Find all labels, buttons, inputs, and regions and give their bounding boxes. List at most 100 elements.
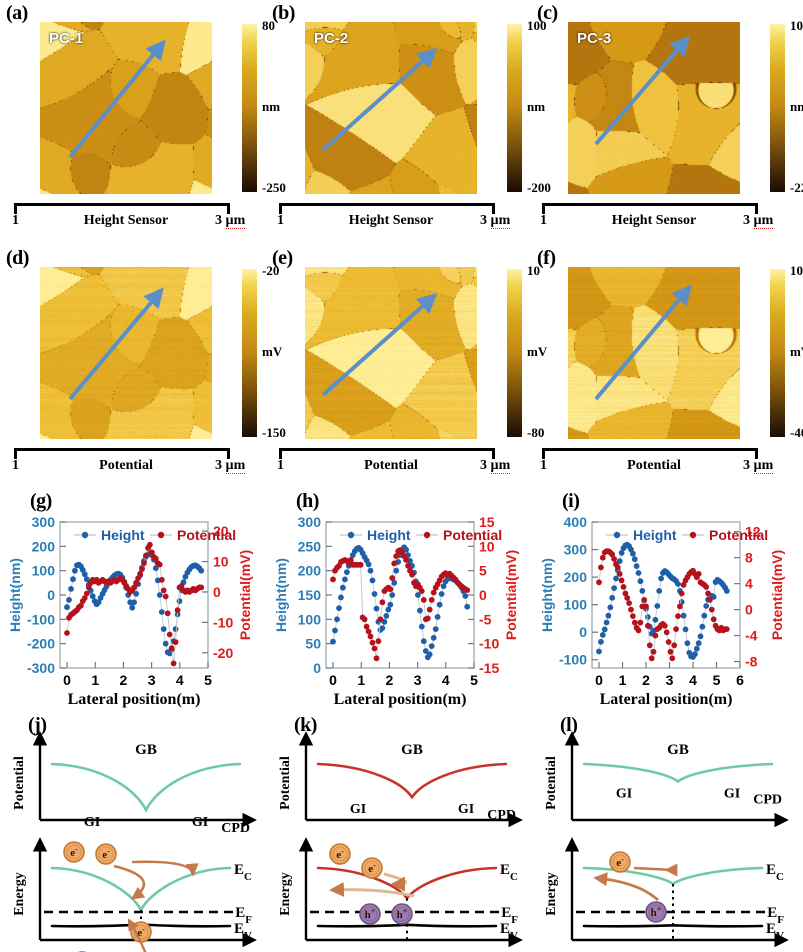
plot-frame	[591, 521, 741, 669]
scale-bar-line	[279, 448, 495, 451]
scale-bar-line	[14, 448, 230, 451]
colorbar-max-label: 100	[527, 18, 547, 33]
scale-start-label: 1	[277, 458, 284, 473]
sample-tag: PC-1	[49, 30, 84, 47]
scan-mode-label: Potential	[627, 458, 681, 473]
scale-end-label: 3 µm	[215, 458, 246, 474]
svg-text:e-: e-	[70, 845, 78, 860]
potential-curve	[582, 762, 774, 784]
scale-bar	[542, 203, 758, 215]
y2-tick-label: 12	[745, 524, 761, 540]
energy-y-label: Energy	[544, 872, 559, 916]
scale-bar-line	[542, 203, 758, 206]
panel-label-b: (b)	[272, 2, 295, 24]
y2-tick-label: 15	[479, 514, 495, 530]
y-tick-label: 200	[564, 569, 588, 585]
y-tick-label: 50	[305, 636, 321, 652]
scale-end-value: 3	[215, 458, 222, 473]
colorbar-min-label: -200	[527, 180, 551, 195]
legend-label-potential: Potential	[709, 527, 768, 543]
plot-frame	[325, 521, 475, 669]
y-axis-title: Height(nm)	[539, 558, 555, 632]
x-tick-label: 4	[442, 672, 450, 688]
colorbar-max-label: -20	[262, 263, 280, 278]
electron-particle: e-	[95, 843, 117, 865]
x-tick-label: 3	[414, 672, 422, 688]
scan-line-arrow	[68, 39, 166, 159]
colorbar	[242, 269, 257, 437]
afm-scan-image	[40, 267, 212, 439]
colorbar-max-label: 10	[527, 263, 540, 278]
scan-line-arrow	[594, 284, 692, 401]
scale-start-label: 1	[540, 213, 547, 228]
x-tick-label: 2	[642, 672, 650, 688]
panel-label-g: (g)	[30, 490, 52, 512]
colorbar-unit-label: mV	[527, 344, 548, 359]
scale-end-value: 3	[215, 213, 222, 228]
ec-label: EC	[766, 862, 784, 883]
colorbar-min-label: -150	[262, 425, 286, 440]
colorbar	[770, 269, 785, 437]
scale-bar-tick-right	[755, 448, 758, 459]
scale-end-value: 3	[743, 458, 750, 473]
panel-label-k: (k)	[294, 714, 317, 736]
scale-start-label: 1	[540, 458, 547, 473]
y-tick-label: 400	[564, 514, 588, 530]
y2-tick-label: 10	[213, 554, 229, 570]
colorbar-min-label: -250	[262, 180, 286, 195]
legend-marker-potential	[423, 531, 431, 539]
colorbar	[507, 24, 522, 192]
hole-particle: h+	[645, 901, 667, 923]
y-axis-title: Height(nm)	[7, 558, 23, 632]
scale-unit-label: µm	[225, 458, 246, 474]
valence-band-curve	[582, 924, 764, 928]
scale-end-value: 3	[480, 213, 487, 228]
series-points-potential	[330, 547, 471, 662]
x-tick-label: 2	[120, 672, 128, 688]
gi-right-label-potential: GI	[192, 815, 208, 830]
x-tick-label: 4	[176, 672, 184, 688]
ef-label: EF	[235, 905, 252, 926]
svg-text:e-: e-	[336, 847, 344, 862]
afm-scan-image	[305, 22, 477, 194]
svg-text:h+: h+	[365, 907, 376, 922]
y-axis-title: Height(nm)	[273, 558, 289, 632]
scan-mode-label: Potential	[364, 458, 418, 473]
scale-bar	[542, 448, 758, 460]
scale-bar-tick-left	[14, 448, 17, 459]
ef-label: EF	[767, 905, 784, 926]
potential-y-label: Potential	[544, 756, 559, 810]
scale-end-label: 3 µm	[480, 458, 511, 474]
legend-label-height: Height	[633, 527, 677, 543]
series-points-potential	[596, 548, 730, 662]
scale-unit-label: µm	[490, 213, 511, 229]
x-tick-label: 5	[713, 672, 721, 688]
scan-mode-label: Potential	[99, 458, 153, 473]
ev-label: EV	[234, 921, 252, 942]
y2-tick-label: 10	[479, 538, 495, 554]
ev-label: EV	[500, 921, 518, 942]
electron-particle: e-	[329, 843, 351, 865]
panel-label-l: (l)	[560, 714, 578, 736]
scale-unit-label: µm	[753, 213, 774, 229]
y-tick-label: 300	[564, 542, 588, 558]
cpd-label: CPD	[487, 808, 516, 823]
y2-axis-title: Potential(mV)	[769, 550, 785, 640]
y2-tick-label: 5	[479, 563, 487, 579]
y2-tick-label: 0	[479, 587, 487, 603]
y-tick-label: 0	[579, 624, 587, 640]
scan-line-arrow	[68, 287, 164, 401]
cpd-label: CPD	[753, 792, 782, 807]
scale-bar-tick-right	[227, 448, 230, 459]
scale-bar-line	[542, 448, 758, 451]
colorbar-unit-label: nm	[262, 99, 281, 114]
x-tick-label: 3	[148, 672, 156, 688]
scale-bar	[14, 203, 230, 215]
colorbar	[770, 24, 785, 192]
colorbar-max-label: 10	[790, 263, 803, 278]
y2-tick-label: 20	[213, 523, 229, 539]
scale-end-label: 3 µm	[480, 213, 511, 229]
y-tick-label: -200	[27, 636, 55, 652]
